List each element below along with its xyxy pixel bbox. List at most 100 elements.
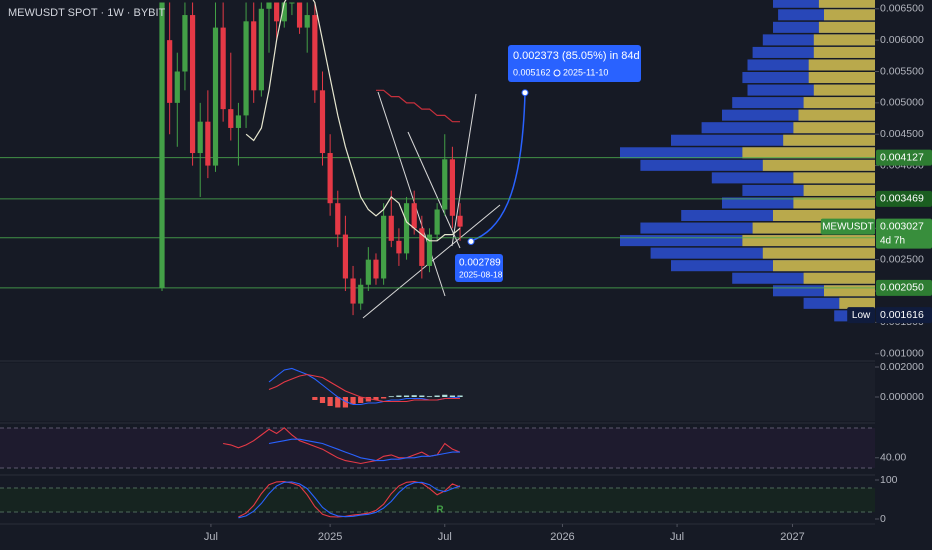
histogram-bar xyxy=(350,397,356,405)
candle-body xyxy=(312,15,318,91)
price-tag xyxy=(876,149,932,166)
annotation-date: 2025-08-18 xyxy=(459,269,503,279)
histogram-bar xyxy=(381,397,387,399)
candle-body xyxy=(266,2,272,9)
candle-body xyxy=(419,228,425,266)
annotation-dot xyxy=(467,238,475,246)
candle-body xyxy=(304,15,310,28)
price-tag-label: 0.004127 xyxy=(880,151,924,163)
price-tag-sub: 4d 7h xyxy=(880,235,905,246)
histogram-bar xyxy=(319,397,326,404)
histogram-bar xyxy=(358,397,364,404)
price-tag xyxy=(876,218,932,249)
trendline xyxy=(407,131,461,249)
price-tag-name-box xyxy=(820,218,875,235)
profile-up xyxy=(803,184,875,196)
price-tag-label: 0.002050 xyxy=(880,282,924,294)
ma-line xyxy=(376,89,460,123)
histogram-bar xyxy=(335,397,341,408)
profile-up xyxy=(813,34,875,46)
price-tag xyxy=(876,307,932,324)
price-tag xyxy=(876,190,932,207)
profile-up xyxy=(818,21,875,33)
x-tick-label: Jul xyxy=(204,531,218,543)
trendline xyxy=(377,91,446,297)
candle-body xyxy=(381,215,387,279)
macd-pane xyxy=(0,363,875,421)
candle-body xyxy=(335,203,341,235)
x-tick-label: Jul xyxy=(670,531,684,543)
candle-body xyxy=(434,209,440,235)
histogram-bar xyxy=(365,397,371,402)
profile-up xyxy=(813,84,875,96)
profile-total xyxy=(701,122,875,134)
candle-body xyxy=(442,159,448,210)
profile-up xyxy=(803,272,875,284)
candle-body xyxy=(289,2,295,4)
profile-up xyxy=(813,46,875,58)
histogram-bar xyxy=(312,397,318,401)
profile-up xyxy=(793,197,875,209)
price-tag-label: 0.001616 xyxy=(880,309,924,321)
candle-body xyxy=(212,27,219,166)
x-tick-label: 2027 xyxy=(780,531,804,543)
histogram-bar xyxy=(449,395,456,398)
y-tick-label: 0.004500 xyxy=(880,128,924,140)
profile-up xyxy=(824,285,875,297)
y-tick-label: 0.005500 xyxy=(880,65,924,77)
main-pane xyxy=(0,0,875,322)
y-tick-label: 0.001000 xyxy=(880,348,924,360)
histogram-bar xyxy=(327,397,333,407)
candle-body xyxy=(167,40,173,103)
price-tag-name-box xyxy=(847,307,875,324)
candle-body xyxy=(220,27,226,110)
histogram-bar xyxy=(457,395,463,398)
y-tick-label: 100 xyxy=(880,474,898,486)
candle-body xyxy=(449,159,456,216)
chart-title: MEWUSDT SPOT · 1W · BYBIT xyxy=(8,7,166,19)
profile-total xyxy=(640,159,875,171)
x-tick-label: 2026 xyxy=(550,531,574,543)
profile-up xyxy=(773,260,875,272)
profile-up xyxy=(762,159,875,171)
candle-body xyxy=(197,121,203,154)
candle-body xyxy=(457,215,463,227)
candle-body xyxy=(411,203,417,229)
candle-body xyxy=(251,21,257,91)
candle-body xyxy=(258,8,264,91)
rsi-band xyxy=(0,428,875,468)
candle-body xyxy=(174,71,180,103)
candle-body xyxy=(327,153,333,204)
annotation-value: 0.002789 xyxy=(459,258,501,269)
histogram-bar xyxy=(342,397,349,408)
profile-up xyxy=(742,147,875,159)
profile-up xyxy=(803,97,875,109)
profile-up xyxy=(783,134,875,146)
indicator-line xyxy=(223,427,461,465)
y-tick-label: 0.005000 xyxy=(880,97,924,109)
indicator-line xyxy=(238,481,461,519)
candle-body xyxy=(228,109,234,128)
y-tick-label: 40.00 xyxy=(880,452,906,464)
candle-body xyxy=(396,240,402,254)
candle-body xyxy=(388,215,394,241)
profile-up xyxy=(824,9,875,21)
y-tick-label: 0.000000 xyxy=(880,391,924,403)
indicator-annotation: R xyxy=(436,505,444,516)
annotation-value: 0.005162 xyxy=(513,67,551,77)
annotation-box xyxy=(508,45,641,82)
candle-body xyxy=(159,2,165,288)
candle-body xyxy=(243,21,249,116)
indicator-line xyxy=(268,373,460,403)
histogram-bar xyxy=(373,397,379,401)
profile-total xyxy=(747,84,875,96)
histogram-bar xyxy=(403,395,410,398)
profile-up xyxy=(798,109,875,121)
annotation-date: 2025-11-10 xyxy=(563,67,608,77)
price-tag-label: 0.003027 xyxy=(880,220,924,232)
profile-up xyxy=(808,72,875,84)
y-tick-label: 0.002500 xyxy=(880,253,924,265)
stoch-band xyxy=(0,488,875,512)
x-tick-label: Jul xyxy=(438,531,452,543)
